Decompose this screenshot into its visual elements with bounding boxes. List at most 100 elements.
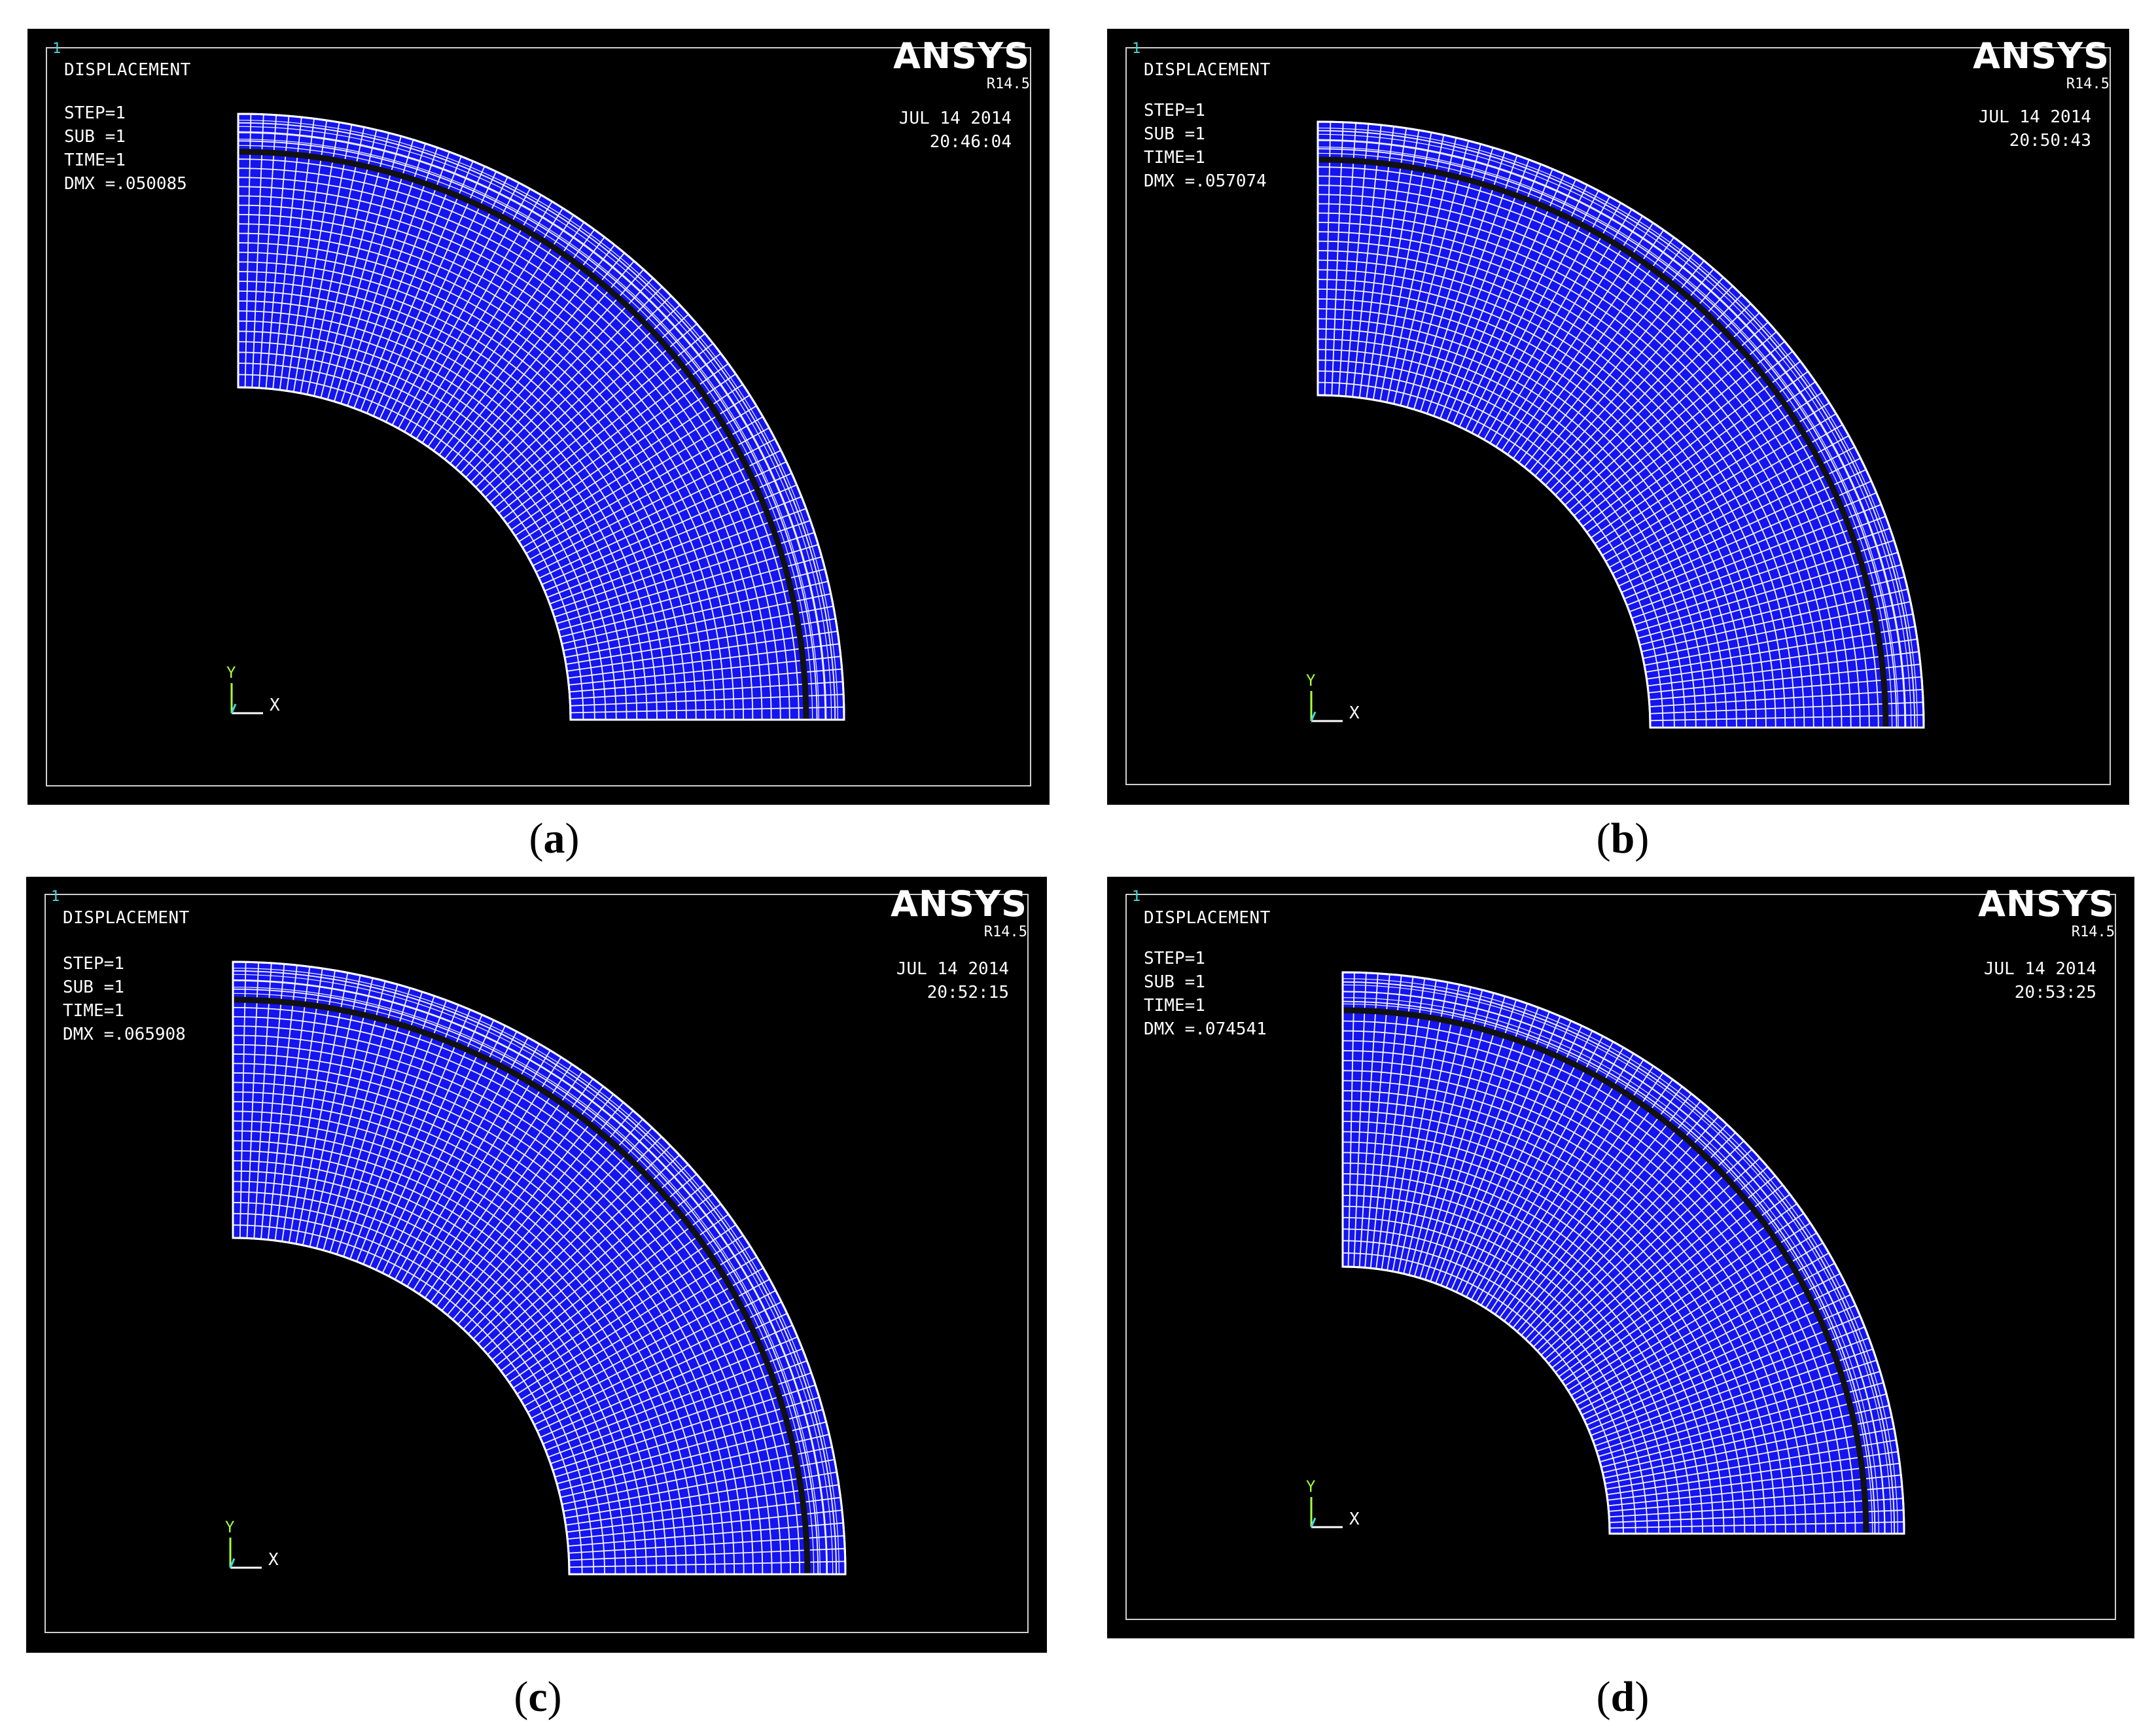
mesh-radial (1408, 989, 1483, 1276)
mesh-arc (232, 1034, 773, 1575)
plot-time: 20:46:04 (929, 132, 1012, 152)
mesh-arc (232, 1006, 801, 1575)
mesh-arc (238, 195, 763, 720)
mesh-radial (1445, 1015, 1561, 1288)
mesh-radial (561, 580, 828, 644)
mesh-radial (523, 1267, 764, 1407)
mesh-radial (554, 1396, 820, 1478)
mesh-radial (569, 680, 843, 700)
mesh-radial (1476, 1047, 1624, 1303)
mesh-radial (1650, 714, 1924, 722)
mesh-radial (1623, 492, 1877, 599)
mesh-arc (1317, 139, 1907, 728)
mesh-radial (487, 1173, 698, 1355)
coating-arc (238, 126, 832, 720)
mesh-radial (1598, 1371, 1881, 1457)
mesh-radial (1413, 993, 1494, 1277)
mesh-radial (1331, 122, 1344, 396)
coating-arc (232, 968, 839, 1575)
mesh-radial (353, 151, 450, 409)
mesh-radial (1636, 552, 1898, 633)
mesh-arc (1342, 1000, 1876, 1534)
time-label: TIME=1 (1144, 148, 1205, 168)
mesh-radial (1545, 285, 1733, 486)
window-number: 1 (1132, 41, 1141, 57)
mesh-radial (388, 1031, 518, 1277)
mesh-radial (418, 1063, 573, 1295)
coating-arc (1317, 147, 1899, 728)
mesh-arc (238, 330, 627, 720)
mesh-radial (1650, 701, 1924, 714)
mesh-radial (531, 1290, 776, 1419)
coating-arc (238, 120, 838, 720)
mesh-radial (1516, 1108, 1710, 1332)
mesh-arc (1342, 1049, 1827, 1534)
mesh-radial (516, 1245, 751, 1395)
interface-ring (1317, 156, 1889, 728)
mesh-arc (232, 1150, 658, 1575)
mesh-radial (559, 568, 826, 638)
mesh-radial (563, 593, 831, 652)
mesh-radial (424, 1070, 583, 1299)
quarter-ring-mesh: YX (1306, 120, 1925, 729)
mesh-radial (1364, 974, 1390, 1268)
mesh-arc (1342, 1040, 1837, 1534)
mesh-radial (1466, 1036, 1604, 1297)
mesh-radial (1397, 984, 1460, 1273)
ansys-revision: R14.5 (2071, 924, 2115, 940)
plot-date: JUL 14 2014 (1983, 959, 2096, 979)
triad-x-label: X (268, 1550, 279, 1570)
mesh-arc (238, 310, 648, 720)
mesh-radial (540, 1324, 793, 1438)
mesh-radial (315, 981, 386, 1249)
plot-title: DISPLACEMENT (64, 60, 191, 80)
mesh-grid (1342, 972, 1904, 1534)
caption-d: (d) (1596, 1673, 1650, 1721)
mesh-radial (1455, 1025, 1583, 1293)
mesh-arc (238, 351, 607, 720)
mesh-arc (1342, 1030, 1847, 1534)
mesh-radial (489, 323, 698, 503)
mesh-radial (1642, 601, 1911, 660)
mesh-radial (450, 252, 625, 465)
mesh-radial (1568, 331, 1777, 511)
mesh-radial (569, 668, 842, 693)
plot-date: JUL 14 2014 (898, 109, 1012, 128)
caption-c: (c) (514, 1673, 562, 1721)
mesh-radial (1647, 651, 1919, 687)
quarter-ring-mesh: YX (1306, 971, 1905, 1535)
mesh-radial (1458, 179, 1577, 427)
sub-label: SUB =1 (1144, 972, 1205, 992)
mesh-radial (265, 116, 290, 389)
mesh-radial (1470, 1041, 1614, 1300)
mesh-radial (1413, 147, 1494, 410)
mesh-radial (1379, 132, 1432, 402)
mesh-radial (548, 1360, 807, 1458)
mesh-radial (1576, 1262, 1835, 1406)
dmx-label: DMX =.057074 (1144, 171, 1267, 191)
mesh-radial (1549, 294, 1742, 491)
ansys-logo: ANSYS (1973, 35, 2110, 77)
mesh-radial (404, 194, 542, 432)
mesh-radial (1324, 122, 1332, 396)
mesh-radial (333, 139, 414, 402)
mesh-radial (1570, 1242, 1824, 1396)
mesh-arc (238, 290, 668, 720)
dmx-label: DMX =.074541 (1144, 1019, 1267, 1039)
coating-arc (232, 980, 827, 1575)
mesh-radial (522, 405, 757, 548)
mesh-radial (1555, 1193, 1790, 1373)
mesh-radial (1512, 237, 1675, 459)
mesh-arc (1317, 212, 1833, 728)
mesh-arc (238, 177, 781, 720)
step-label: STEP=1 (1144, 949, 1205, 968)
mesh-radial (1609, 1509, 1904, 1523)
mesh-radial (535, 450, 781, 573)
ansys-revision: R14.5 (986, 76, 1030, 92)
mesh-arc (238, 251, 707, 720)
mesh-radial (503, 353, 722, 520)
mesh-radial (567, 630, 838, 672)
mesh-radial (410, 201, 553, 436)
mesh-radial (465, 277, 654, 478)
mesh-radial (376, 1019, 495, 1271)
